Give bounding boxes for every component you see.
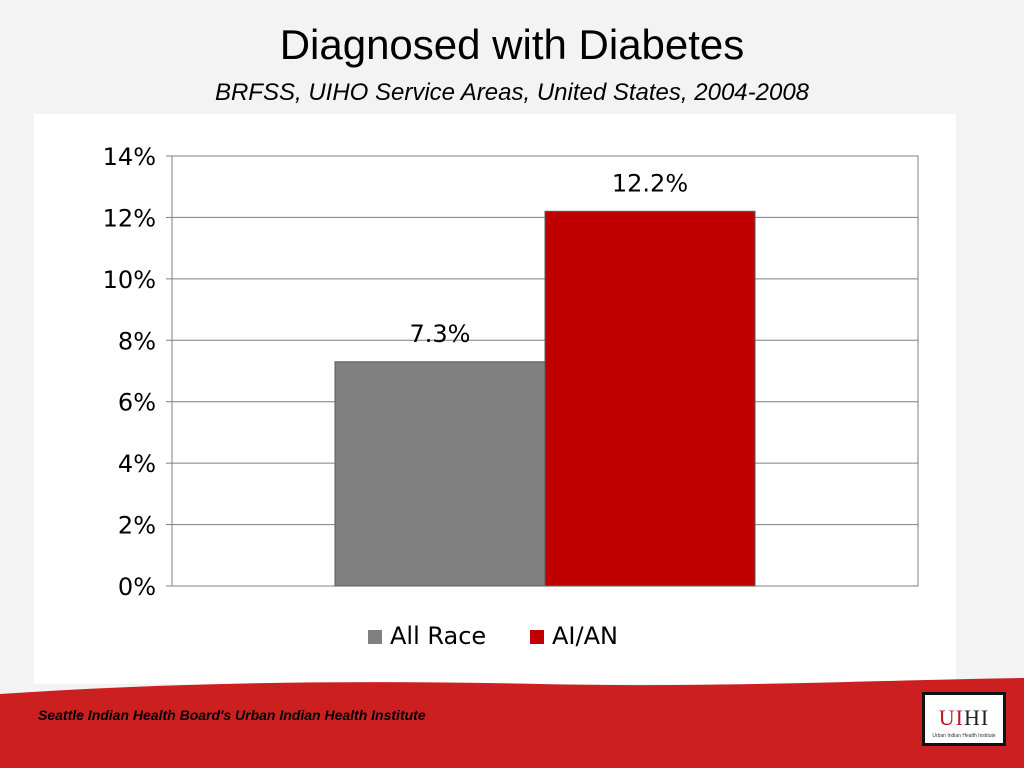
y-tick-label: 0% <box>118 573 156 601</box>
y-tick-label: 12% <box>103 204 156 232</box>
logo-letters-accent: UI <box>938 705 964 730</box>
legend-label: AI/AN <box>552 622 618 650</box>
logo-caption: Urban Indian Health Institute <box>932 733 996 739</box>
bars <box>334 210 756 587</box>
footer-band <box>0 678 1024 768</box>
footer-wave <box>0 678 1024 768</box>
footer-text: Seattle Indian Health Board's Urban Indi… <box>38 707 426 723</box>
y-tick-label: 10% <box>103 266 156 294</box>
legend-label: All Race <box>390 622 486 650</box>
y-tick-label: 4% <box>118 450 156 478</box>
y-tick-label: 6% <box>118 389 156 417</box>
y-tick-label: 8% <box>118 327 156 355</box>
logo-letters: UIHI <box>925 705 1003 731</box>
data-labels: 7.3% 12.2% <box>410 169 689 348</box>
legend-swatch <box>530 630 544 644</box>
y-tick-label: 2% <box>118 512 156 540</box>
data-label: 7.3% <box>410 320 471 348</box>
bar-ai-an <box>544 210 756 587</box>
slide-subtitle: BRFSS, UIHO Service Areas, United States… <box>214 79 810 106</box>
bar-all-race <box>334 361 546 587</box>
legend: All Race AI/AN <box>368 622 618 650</box>
logo-letters-rest: HI <box>964 705 990 730</box>
slide-title: Diagnosed with Diabetes <box>279 21 745 68</box>
data-label: 12.2% <box>612 169 688 197</box>
chart-panel: 0% 2% 4% 6% 8% 10% 12% 14% 7.3% 12.2% All Race AI… <box>34 114 956 684</box>
legend-swatch <box>368 630 382 644</box>
y-axis-ticks: 0% 2% 4% 6% 8% 10% 12% 14% <box>103 143 172 601</box>
bar-chart: 0% 2% 4% 6% 8% 10% 12% 14% 7.3% 12.2% All Race AI… <box>103 143 919 650</box>
uihi-logo: UIHI Urban Indian Health Institute <box>922 692 1006 746</box>
y-tick-label: 14% <box>103 143 156 171</box>
